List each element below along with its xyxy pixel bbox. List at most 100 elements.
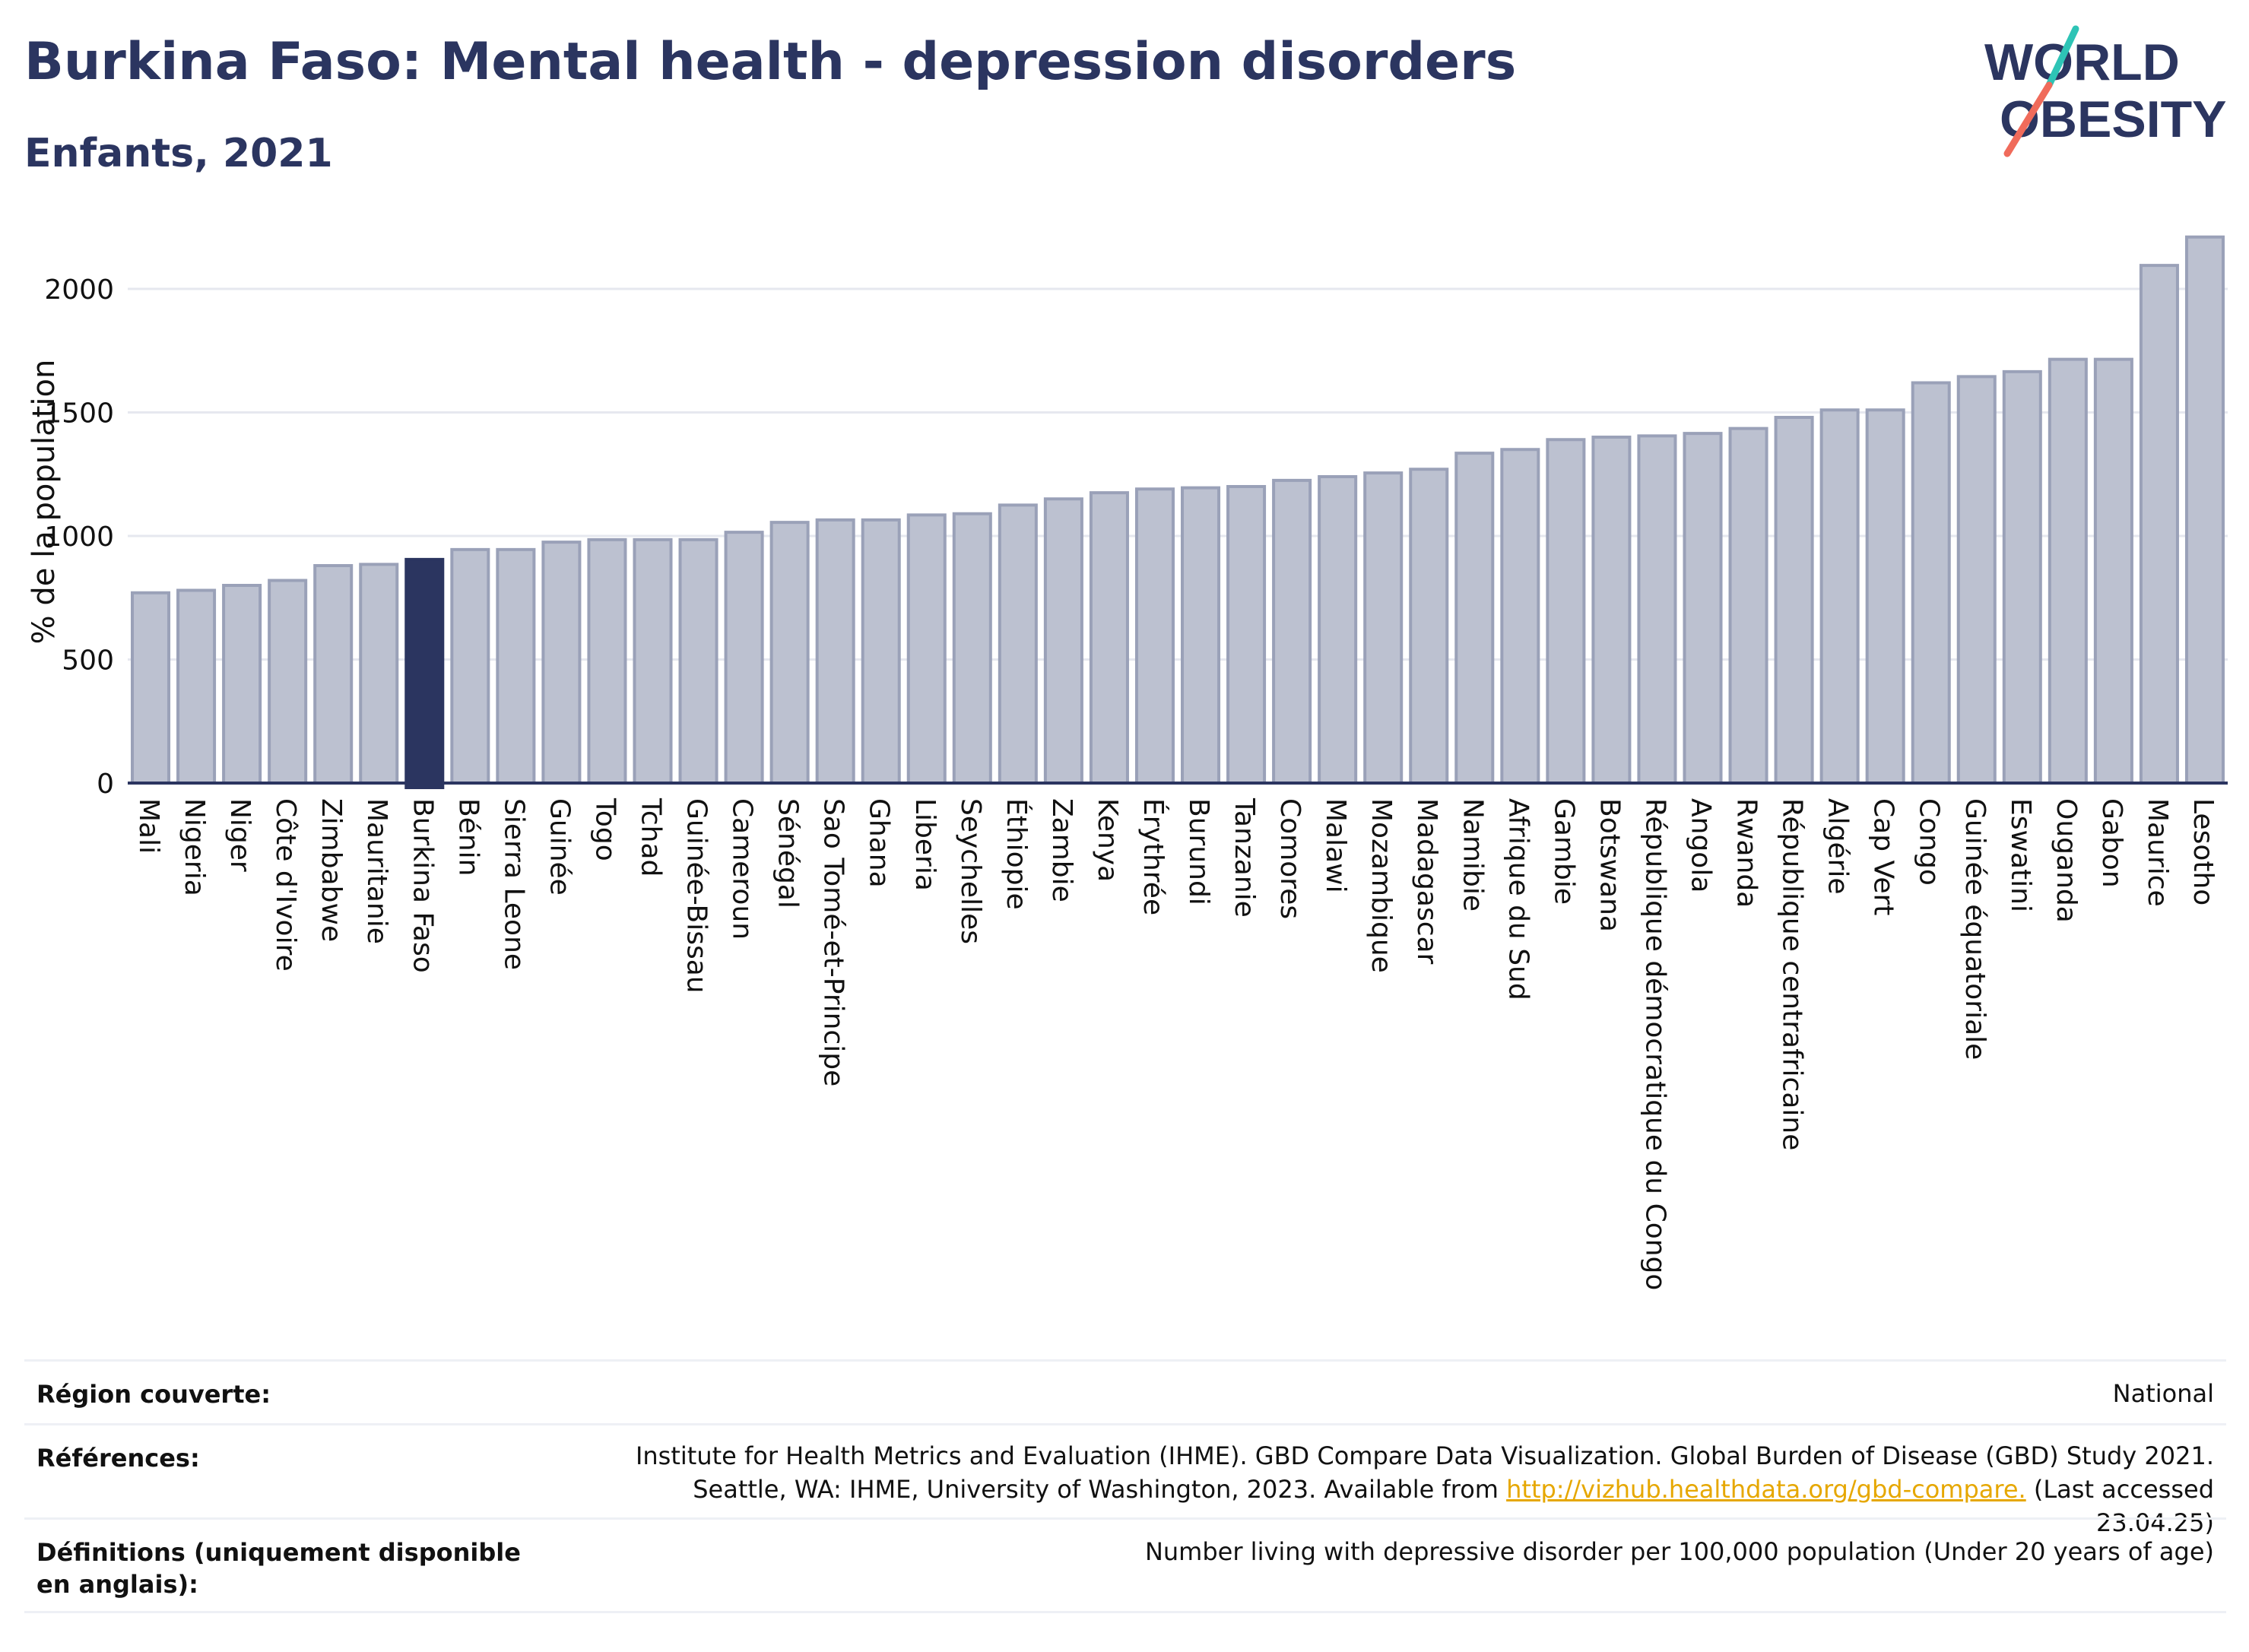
x-tick-label: Érythrée (1137, 798, 1169, 915)
y-tick-label: 0 (97, 769, 114, 800)
region-value: National (2112, 1379, 2214, 1408)
bar[interactable] (1043, 497, 1083, 785)
x-tick-label: République démocratique du Congo (1639, 798, 1670, 1290)
bar[interactable] (861, 518, 901, 785)
x-tick-label: Tanzanie (1229, 797, 1260, 918)
bar[interactable] (1134, 487, 1175, 785)
bar[interactable] (1226, 485, 1267, 785)
bar[interactable] (906, 513, 947, 785)
bar[interactable] (678, 537, 718, 785)
x-tick-label: Gabon (2096, 798, 2127, 888)
x-tick-label: Gambie (1548, 798, 1579, 905)
x-tick-label: Zimbabwe (316, 798, 347, 942)
references-line-2: Seattle, WA: IHME, University of Washing… (579, 1473, 2214, 1539)
x-tick-label: Angola (1686, 798, 1717, 893)
bar[interactable] (313, 564, 354, 785)
definitions-value: Number living with depressive disorder p… (1144, 1537, 2214, 1566)
x-tick-label: Congo (1914, 798, 1945, 886)
bar[interactable] (2139, 264, 2179, 785)
bar[interactable] (1546, 438, 1586, 785)
y-tick-label: 1500 (44, 398, 114, 430)
world-obesity-logo: WORLD OBESITY (1984, 25, 2227, 157)
region-row: Région couverte: National (24, 1359, 2226, 1423)
x-tick-label: Sierra Leone (498, 798, 529, 970)
references-label: Références: (36, 1444, 200, 1473)
bar[interactable] (1409, 468, 1449, 785)
bar[interactable] (1363, 471, 1404, 785)
x-tick-label: Seychelles (955, 798, 986, 944)
bar[interactable] (815, 518, 855, 785)
x-tick-label: Zambie (1046, 798, 1077, 902)
x-tick-label: Afrique du Sud (1502, 798, 1534, 1000)
bar[interactable] (1591, 436, 1632, 785)
bar[interactable] (1318, 475, 1358, 785)
x-tick-label: Liberia (909, 798, 941, 891)
bar[interactable] (2093, 357, 2133, 785)
tick-labels: 0 500 1000 1500 2000 Mali Nigeria Niger Côte d'I… (44, 274, 2219, 1290)
bar[interactable] (1181, 486, 1221, 785)
bar[interactable] (450, 547, 490, 785)
bar[interactable] (1728, 426, 1768, 785)
bar[interactable] (724, 531, 764, 785)
bar[interactable] (222, 584, 262, 785)
x-tick-label: Cap Vert (1868, 798, 1899, 915)
x-tick-label: Niger (224, 798, 255, 872)
bar[interactable] (1911, 381, 1951, 785)
x-tick-label: Malawi (1320, 798, 1351, 893)
x-tick-label: Botswana (1594, 798, 1625, 932)
bar[interactable] (587, 537, 627, 785)
x-tick-label: République centrafricaine (1777, 798, 1808, 1150)
bar[interactable] (496, 547, 536, 785)
bar[interactable] (176, 588, 217, 785)
references-link[interactable]: http://vizhub.healthdata.org/gbd-compare… (1506, 1475, 2026, 1504)
x-tick-label: Côte d'Ivoire (270, 798, 301, 972)
bar[interactable] (2002, 369, 2042, 785)
bar[interactable] (541, 541, 582, 785)
y-axis-title: % de la population (27, 359, 62, 645)
chart-subtitle: Enfants, 2021 (24, 131, 333, 176)
bar[interactable] (1956, 375, 1997, 785)
bar[interactable] (268, 579, 308, 785)
bar[interactable] (1500, 448, 1540, 785)
bar[interactable] (769, 521, 810, 785)
bar[interactable] (998, 503, 1038, 785)
bar[interactable] (1454, 452, 1495, 785)
x-tick-label: Tchad (636, 797, 667, 877)
bar[interactable] (952, 512, 992, 785)
bar[interactable] (633, 537, 673, 785)
bar[interactable] (1774, 416, 1814, 785)
x-tick-label: Eswatini (2005, 798, 2036, 912)
definitions-row: Définitions (uniquement disponible en an… (24, 1517, 2226, 1613)
bar[interactable] (1683, 432, 1723, 785)
x-tick-label: Ghana (864, 798, 895, 888)
x-tick-label: Mozambique (1366, 798, 1397, 973)
bar[interactable] (1089, 491, 1129, 785)
bar[interactable] (2048, 357, 2088, 785)
bar[interactable] (1865, 408, 1905, 785)
bar[interactable] (2184, 235, 2225, 785)
references-line-1: Institute for Health Metrics and Evaluat… (635, 1441, 2214, 1470)
x-tick-label: Burkina Faso (407, 798, 438, 973)
bar[interactable] (359, 563, 399, 785)
references-value: Institute for Health Metrics and Evaluat… (579, 1439, 2214, 1539)
x-tick-label: Mauritanie (361, 798, 392, 944)
bar[interactable] (131, 591, 171, 785)
bar[interactable] (1819, 408, 1860, 785)
x-tick-label: Namibie (1457, 798, 1488, 912)
logo-world-text: WORLD (1984, 33, 2180, 91)
x-tick-label: Maurice (2142, 798, 2173, 907)
references-line-2-post: (Last accessed 23.04.25) (2025, 1475, 2214, 1537)
x-tick-label: Togo (589, 797, 620, 861)
bar-highlight[interactable] (404, 557, 445, 789)
x-tick-label: Bénin (452, 798, 484, 876)
bar[interactable] (1637, 434, 1677, 785)
x-tick-label: Guinée (544, 798, 575, 896)
bar[interactable] (1272, 478, 1312, 785)
references-line-2-pre: Seattle, WA: IHME, University of Washing… (693, 1475, 1507, 1504)
x-tick-label: Algérie (1822, 798, 1854, 895)
x-tick-label: Comores (1274, 798, 1305, 919)
definitions-label: Définitions (uniquement disponible en an… (36, 1538, 521, 1599)
y-tick-label: 1000 (44, 522, 114, 553)
x-tick-label: Rwanda (1731, 798, 1762, 908)
x-tick-label: Lesotho (2187, 798, 2219, 905)
